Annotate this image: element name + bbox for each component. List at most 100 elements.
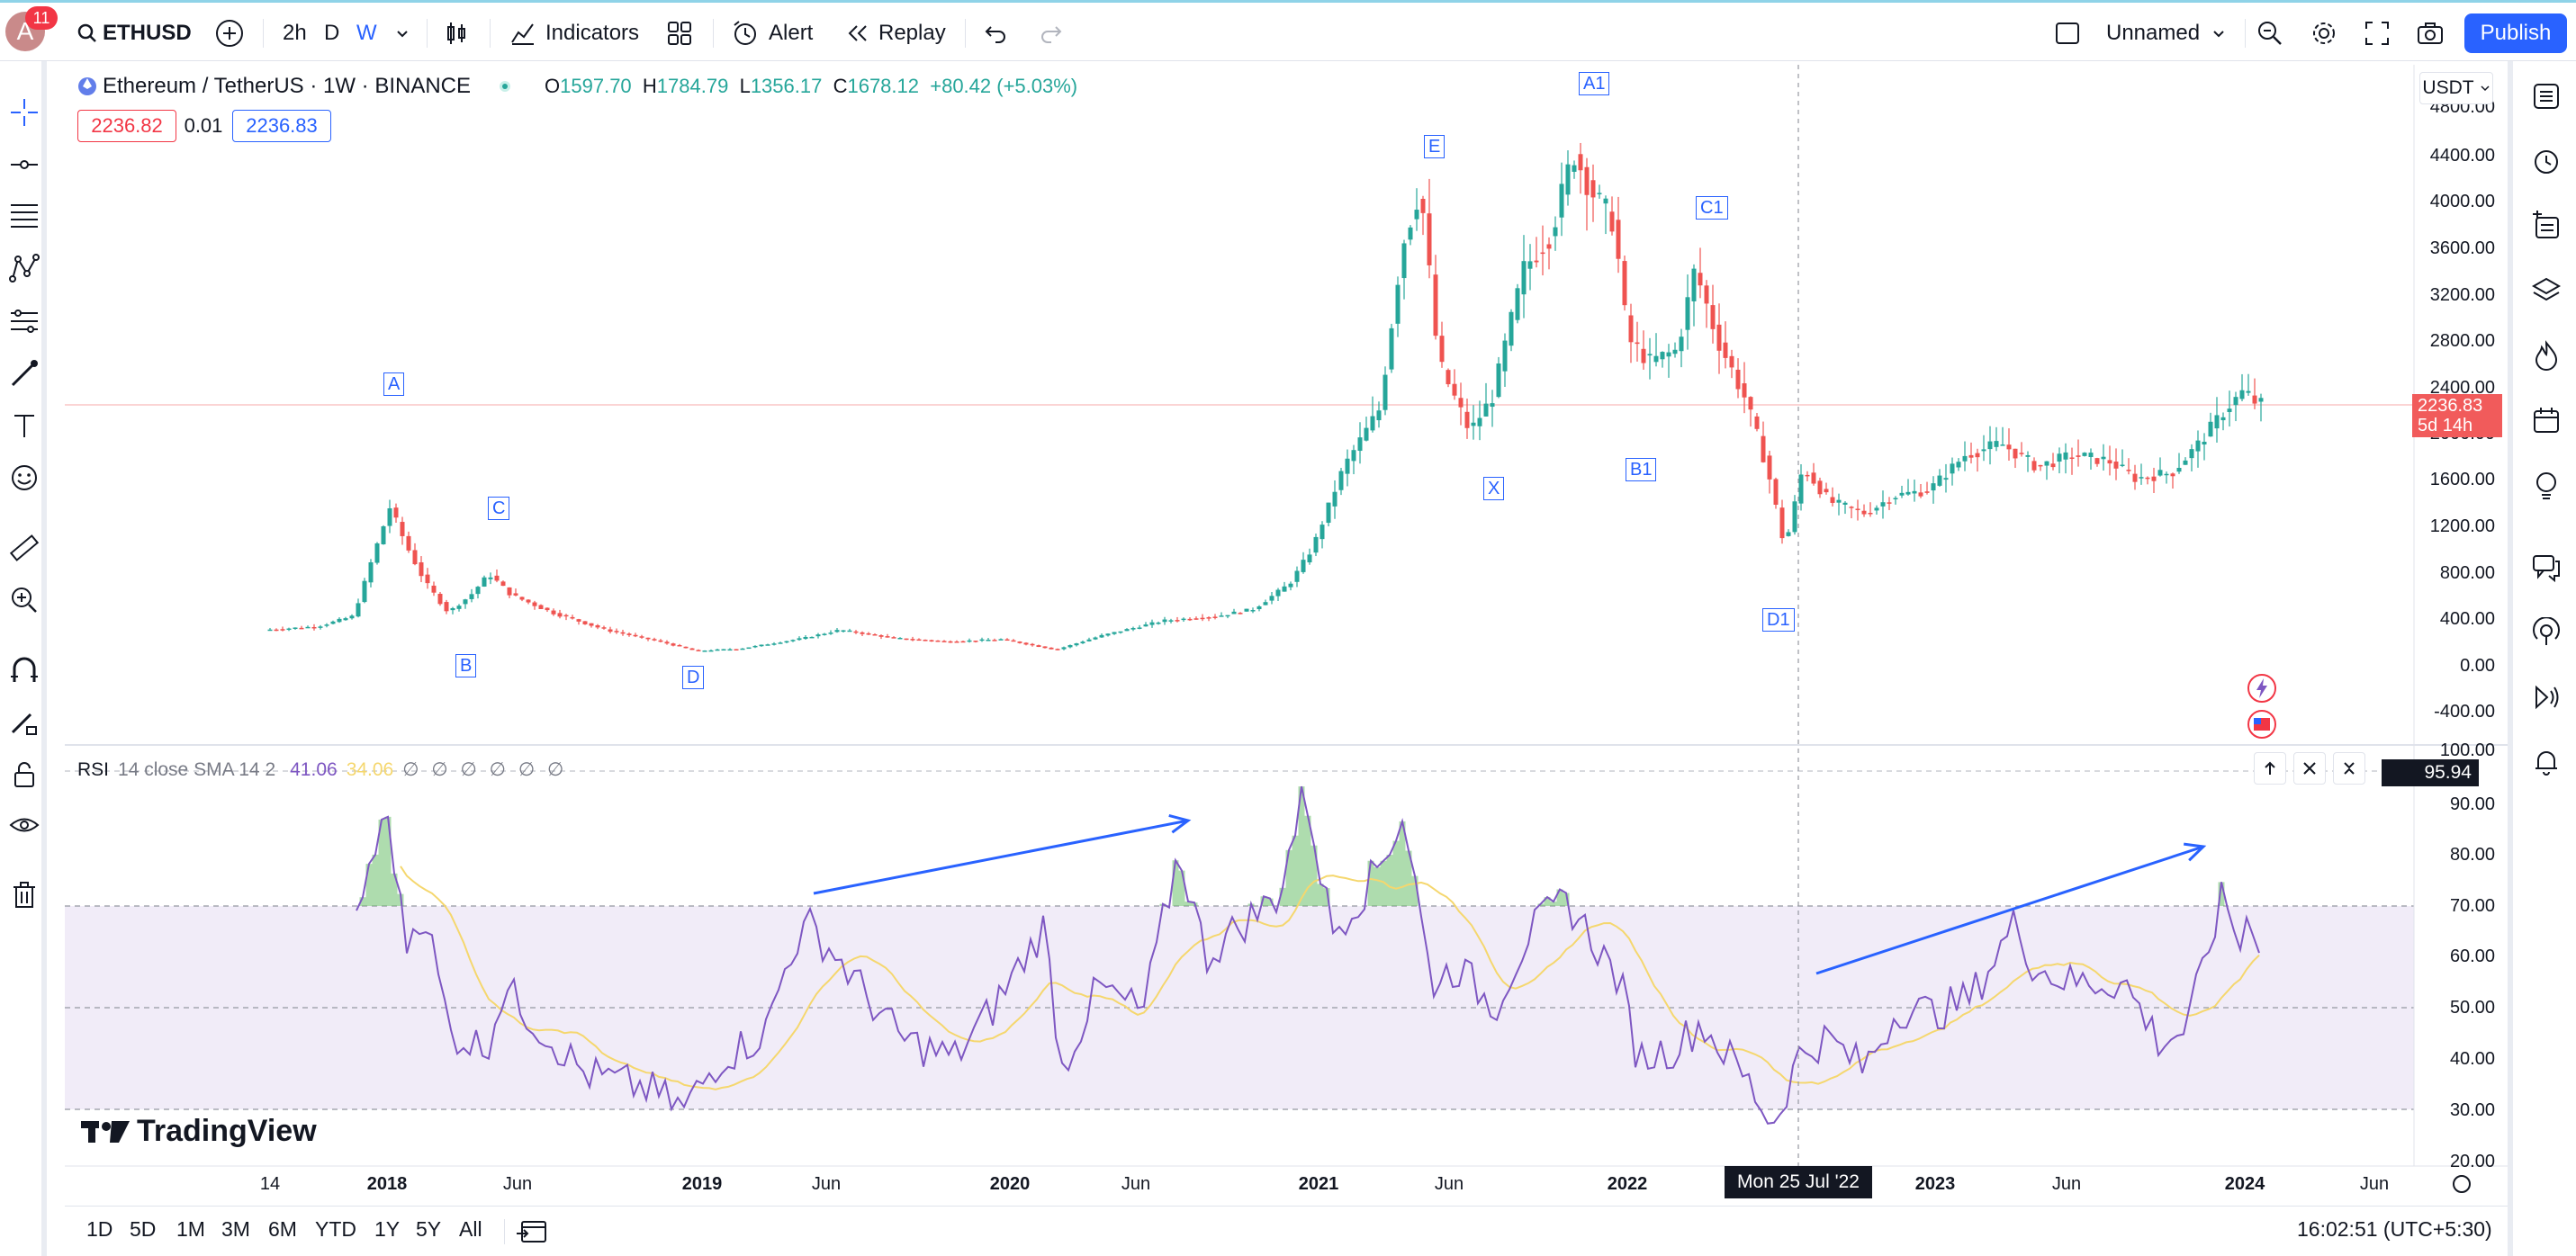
snapshot-button[interactable] [2416,5,2445,61]
pane-collapse-button[interactable] [2333,752,2365,785]
wave-label-c[interactable]: C [488,497,510,520]
rsi-tick-label: 80.00 [2450,845,2495,865]
undo-button[interactable] [983,5,1008,61]
redo-button[interactable] [1039,5,1064,61]
wave-label-e[interactable]: E [1424,135,1446,158]
pane-move-up-button[interactable] [2254,752,2286,785]
economic-event-flag-icon[interactable] [2247,709,2277,740]
range-5d[interactable]: 5D [130,1217,157,1241]
candle-up [488,577,493,579]
tradingview-logo[interactable]: TradingView [81,1114,317,1149]
visibility-tool[interactable] [7,808,41,842]
layers-button[interactable] [2526,270,2567,311]
quick-search-button[interactable] [2256,5,2284,61]
settings-button[interactable] [2310,5,2338,61]
candle-up [1370,416,1375,431]
candle-up [1156,622,1161,624]
wave-label-a[interactable]: A [383,372,405,396]
watchlist-button[interactable] [2526,76,2567,117]
symbol-search[interactable]: ETHUSD [76,5,192,61]
range-1d[interactable]: 1D [86,1217,113,1241]
open-label: O [545,75,561,97]
notifications-button[interactable] [2526,741,2567,783]
wave-label-x[interactable]: X [1483,477,1505,500]
fullscreen-button[interactable] [2364,5,2391,61]
crosshair-tool[interactable] [7,95,41,130]
rsi-line [356,785,2260,1125]
drawing-mode-tool[interactable] [7,705,41,740]
rsi-title[interactable]: RSI [77,758,110,780]
layout-select[interactable]: Unnamed [2054,5,2227,61]
date-range-icon[interactable] [517,1216,549,1246]
rsi-overbought-fill [1172,860,1179,906]
buy-price-box[interactable]: 2236.83 [232,110,331,142]
chart-type-button[interactable] [443,5,470,61]
indicators-button[interactable]: Indicators [509,5,639,61]
measure-tool[interactable] [7,531,41,565]
interval-d[interactable]: D [324,5,339,61]
range-6m[interactable]: 6M [268,1217,297,1241]
zoom-tool[interactable] [7,583,41,617]
pane-close-button[interactable] [2293,752,2326,785]
indicators-icon [511,23,534,45]
candle-up [1937,475,1942,486]
calendar-button[interactable] [2526,399,2567,441]
currency-select[interactable]: USDT [2419,72,2493,104]
object-tree-button[interactable] [2526,205,2567,247]
candle-down [425,574,430,584]
hotlists-button[interactable] [2526,335,2567,376]
fib-tool[interactable] [7,198,41,232]
magnet-icon [11,657,38,682]
symbol-title[interactable]: Ethereum / TetherUS · 1W · BINANCE [103,74,472,98]
interval-w[interactable]: W [356,5,377,61]
alert-button[interactable]: Alert [731,5,813,61]
templates-button[interactable] [666,5,693,61]
text-tool[interactable] [7,408,41,443]
candle-down [1055,649,1060,650]
range-5y[interactable]: 5Y [416,1217,442,1241]
lock-tool[interactable] [7,758,41,792]
interval-2h[interactable]: 2h [283,5,307,61]
streams-button[interactable] [2526,612,2567,653]
add-symbol-button[interactable] [214,5,245,61]
wave-label-d[interactable]: D [682,666,705,689]
candle-up [2239,390,2245,399]
emoji-tool[interactable] [7,461,41,495]
range-1y[interactable]: 1Y [374,1217,401,1241]
forecast-tool[interactable] [7,304,41,338]
replay-button[interactable]: Replay [844,5,946,61]
candle-up [1691,268,1697,301]
wave-label-b1[interactable]: B1 [1626,458,1657,481]
range-3m[interactable]: 3M [221,1217,250,1241]
replay-panel-button[interactable] [2526,677,2567,718]
candle-up [1282,586,1287,592]
alerts-button[interactable] [2526,140,2567,182]
candle-up [702,650,707,652]
trendline-tool[interactable] [7,148,41,182]
magnet-tool[interactable] [7,653,41,687]
wave-label-b[interactable]: B [455,654,477,677]
wave-label-d1[interactable]: D1 [1762,608,1795,632]
broadcast-icon [2533,617,2560,645]
rsi-tick-label: 20.00 [2450,1152,2495,1171]
delete-tool[interactable] [7,878,41,912]
chats-button[interactable] [2526,547,2567,588]
ideas-button[interactable] [2526,464,2567,506]
brush-tool[interactable] [7,356,41,390]
candle-down [1540,252,1545,255]
publish-button[interactable]: Publish [2464,13,2567,53]
wave-label-a1[interactable]: A1 [1579,72,1610,95]
bottom-toolbar: 1D 5D 1M 3M 6M YTD 1Y 5Y All 16:02:51 (U… [65,1206,2508,1256]
range-all[interactable]: All [459,1217,482,1241]
pattern-tool[interactable] [7,252,41,286]
range-ytd[interactable]: YTD [315,1217,356,1241]
wave-label-c1[interactable]: C1 [1696,196,1728,220]
rsi-tick-label: 30.00 [2450,1100,2495,1120]
interval-dropdown[interactable] [394,5,410,61]
sell-price-box[interactable]: 2236.82 [77,110,176,142]
candle-down [570,616,575,619]
range-1m[interactable]: 1M [176,1217,205,1241]
event-lightning-icon[interactable] [2247,673,2277,704]
clock-timezone[interactable]: 16:02:51 (UTC+5:30) [2297,1217,2492,1241]
